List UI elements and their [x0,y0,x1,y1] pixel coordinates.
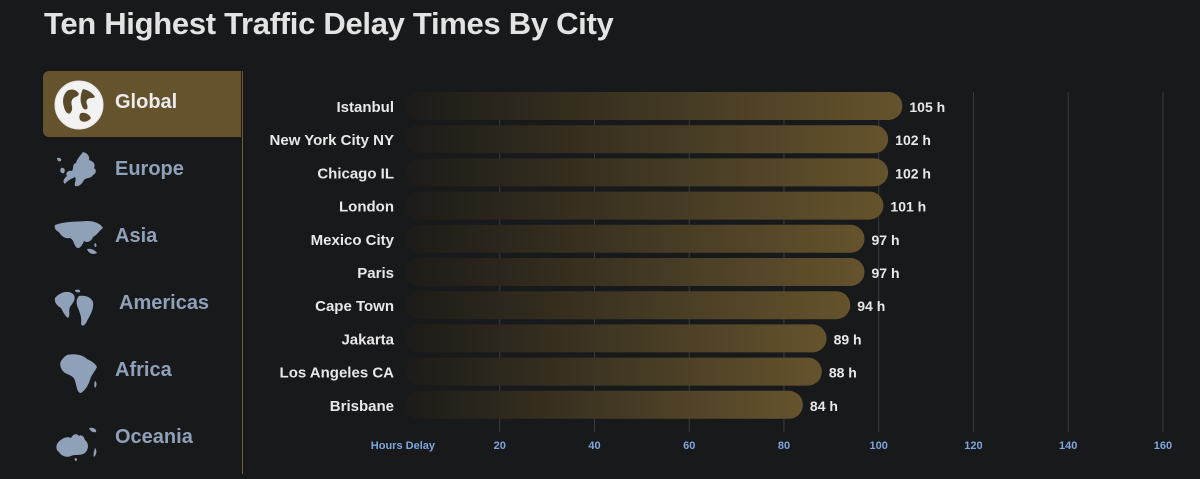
nav-item-europe-label: Europe [115,158,184,180]
oceania-map-icon [56,427,97,461]
x-tick-label: 20 [494,440,506,452]
value-label: 97 h [871,265,899,281]
nav-item-africa-label: Africa [115,359,172,381]
nav-item-americas-label: Americas [119,292,210,314]
nav-item-oceania[interactable]: Oceania [43,406,241,472]
category-label: London [339,199,394,216]
category-label: New York City NY [270,132,394,149]
value-label: 94 h [857,298,885,314]
x-tick-label: 40 [588,440,600,452]
globe-icon [54,80,104,130]
value-label: 97 h [871,232,899,248]
value-label: 102 h [895,165,931,181]
bar-mexico-city [405,224,865,253]
category-label: Paris [357,265,394,282]
nav-item-europe[interactable]: Europe [43,138,241,204]
category-label: Cape Town [315,298,394,315]
bar-london [405,191,884,220]
category-label: Jakarta [341,331,394,348]
category-label: Istanbul [336,99,394,116]
nav-item-asia-label: Asia [115,225,158,247]
bar-istanbul [405,92,903,120]
region-sidebar: Global Europe Asia Americas Africa [43,71,243,474]
value-label: 102 h [895,132,931,148]
x-tick-label: 160 [1154,440,1172,452]
category-label: Los Angeles CA [280,365,395,382]
nav-item-asia[interactable]: Asia [43,205,241,271]
nav-item-oceania-label: Oceania [115,426,193,448]
x-tick-label: 60 [683,440,695,452]
nav-item-americas[interactable]: Americas [43,272,241,338]
x-tick-label: 120 [964,440,982,452]
bar-chicago-il [405,158,889,187]
asia-map-icon [54,221,103,254]
category-label: Mexico City [311,232,395,249]
value-label: 84 h [810,398,838,414]
category-label: Chicago IL [317,165,394,182]
bar-brisbane [405,390,803,419]
delay-bar-chart: Istanbul 105 h New York City NY 102 h Chicag… [270,92,1172,452]
value-label: 101 h [890,199,926,215]
x-axis-title: Hours Delay [371,440,436,452]
bar-paris [405,258,865,286]
bar-jakarta [405,324,827,353]
nav-item-global[interactable]: Global [43,71,241,137]
europe-map-icon [57,152,96,187]
x-tick-label: 100 [870,440,888,452]
page-title: Ten Highest Traffic Delay Times By City [44,6,614,41]
x-tick-label: 140 [1059,440,1077,452]
americas-map-icon [54,289,94,326]
nav-item-global-label: Global [115,91,178,113]
africa-map-icon [60,354,97,393]
category-label: Brisbane [330,398,394,415]
x-tick-label: 80 [778,440,790,452]
value-label: 88 h [829,365,857,381]
bar-cape-town [405,291,851,320]
value-label: 89 h [834,331,862,347]
value-label: 105 h [909,99,945,115]
nav-item-africa[interactable]: Africa [43,339,241,405]
bar-los-angeles-ca [405,357,822,386]
bar-new-york-city-ny [405,125,889,154]
